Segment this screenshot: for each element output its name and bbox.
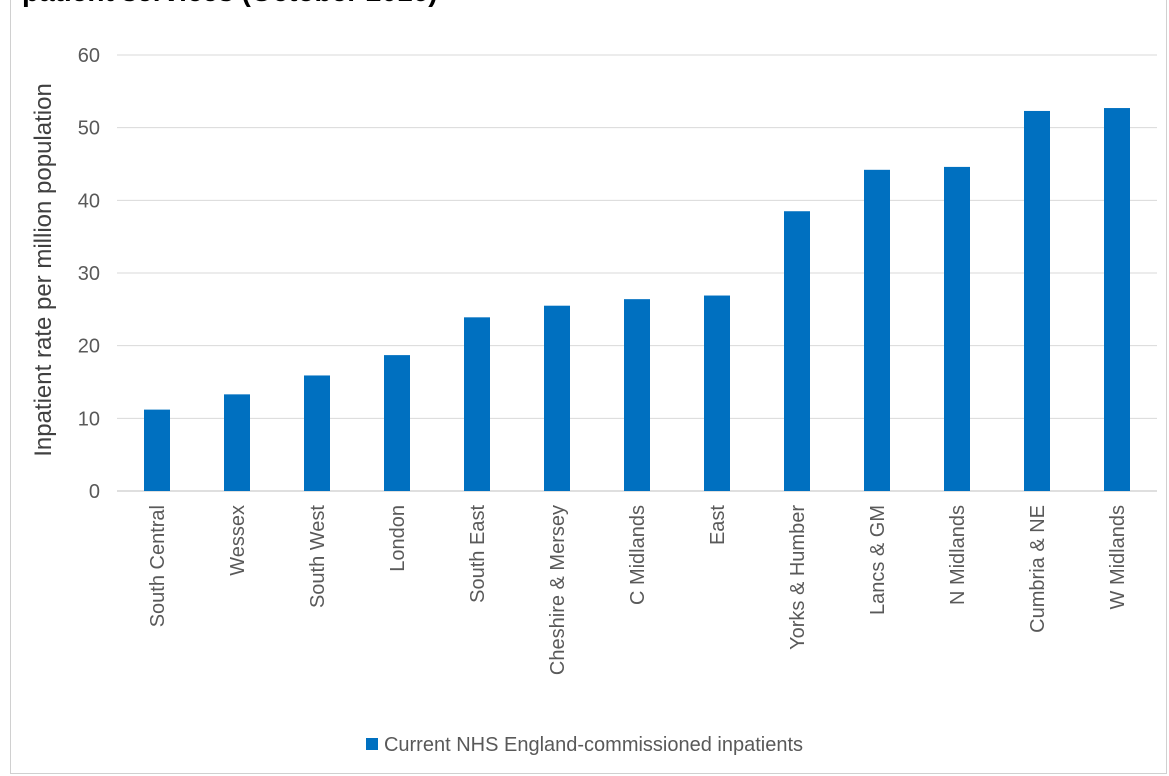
chart-frame xyxy=(10,0,1167,774)
gridlines xyxy=(117,54,1157,492)
x-tick-label: Wessex xyxy=(227,505,249,576)
legend-label: Current NHS England-commissioned inpatie… xyxy=(383,734,804,756)
bar xyxy=(784,211,810,491)
bar xyxy=(464,317,490,491)
bar xyxy=(704,295,730,491)
bar xyxy=(144,409,170,491)
legend-swatch xyxy=(365,738,378,750)
y-tick-label: 50 xyxy=(78,118,100,140)
x-tick-label: Cheshire & Mersey xyxy=(547,505,569,675)
x-tick-label: N Midlands xyxy=(947,505,969,605)
x-tick-label: C Midlands xyxy=(627,505,649,605)
y-tick-label: 10 xyxy=(78,408,100,430)
chart-title: patient services (October 2016) xyxy=(22,0,438,8)
bar xyxy=(1104,108,1130,492)
x-tick-label: Cumbria & NE xyxy=(1027,505,1049,633)
x-tick-label: Lancs & GM xyxy=(867,505,889,615)
bars xyxy=(144,108,1130,492)
bar xyxy=(944,166,970,491)
y-tick-label: 20 xyxy=(78,336,100,358)
x-tick-label: South Central xyxy=(147,505,169,627)
x-tick-label: South East xyxy=(467,505,489,603)
x-tick-label: W Midlands xyxy=(1107,505,1129,609)
bar xyxy=(384,355,410,491)
bar xyxy=(624,299,650,491)
bar xyxy=(304,375,330,491)
x-axis-ticks: South Central Wessex South West London South… xyxy=(147,505,1129,676)
y-axis-title: Inpatient rate per million population xyxy=(30,83,57,457)
bar xyxy=(1024,110,1050,491)
y-tick-label: 40 xyxy=(78,190,100,212)
y-tick-label: 60 xyxy=(78,45,100,67)
y-tick-label: 0 xyxy=(89,481,100,503)
x-tick-label: South West xyxy=(307,505,329,608)
bar xyxy=(544,305,570,491)
x-tick-label: London xyxy=(387,505,409,572)
legend: Current NHS England-commissioned inpatie… xyxy=(0,734,1169,757)
x-tick-label: East xyxy=(707,505,729,545)
bar xyxy=(864,169,890,491)
x-tick-label: Yorks & Humber xyxy=(787,505,809,650)
y-tick-label: 30 xyxy=(78,263,100,285)
bar xyxy=(224,394,250,491)
y-axis-ticks: 0 10 20 30 40 50 60 xyxy=(78,45,100,503)
